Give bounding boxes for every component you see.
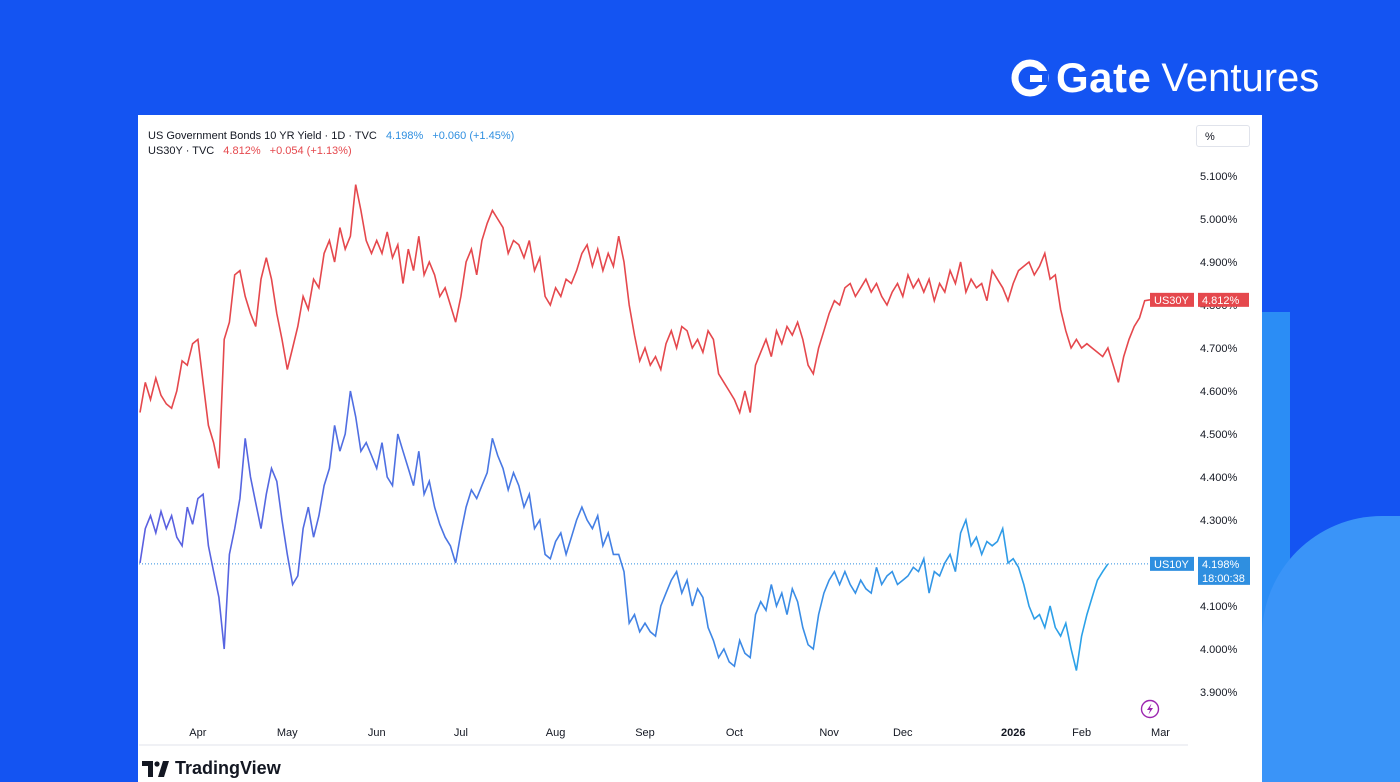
chart-legend: US Government Bonds 10 YR Yield · 1D · T… (148, 129, 514, 159)
y-axis: 5.100%5.000%4.900%4.800%4.700%4.600%4.50… (1200, 171, 1238, 699)
unit-selector[interactable]: % (1196, 125, 1250, 147)
x-tick-label: Nov (819, 727, 839, 739)
x-tick-label: Oct (726, 727, 743, 739)
us30y-last-value-label: US30Y 4.812% (1150, 292, 1249, 307)
x-tick-label: Sep (635, 727, 655, 739)
x-tick-label: May (277, 727, 298, 739)
y-tick-label: 4.600% (1200, 386, 1238, 398)
us10y-label-value: 4.198% (1202, 559, 1240, 571)
legend-us30y-value: 4.812% (223, 145, 261, 157)
x-tick-label: Dec (893, 727, 913, 739)
x-tick-label: Aug (546, 727, 566, 739)
y-tick-label: 3.900% (1200, 687, 1238, 699)
lightning-icon[interactable] (1140, 699, 1160, 719)
x-axis: Apr May Jun Jul Aug Sep Oct Nov Dec 2026 Feb Mar (189, 727, 1170, 739)
x-tick-label: Jul (454, 727, 468, 739)
tradingview-logo-icon (142, 760, 169, 777)
us30y-series-line[interactable] (139, 184, 1151, 469)
legend-row-us10y[interactable]: US Government Bonds 10 YR Yield · 1D · T… (148, 129, 514, 144)
y-tick-label: 4.000% (1200, 644, 1238, 656)
y-tick-label: 4.900% (1200, 257, 1238, 269)
y-tick-label: 4.100% (1200, 601, 1238, 613)
tradingview-name: TradingView (175, 758, 281, 778)
y-tick-label: 4.400% (1200, 472, 1238, 484)
x-tick-label: Apr (189, 727, 206, 739)
us30y-label-name: US30Y (1154, 295, 1190, 307)
tradingview-brand[interactable]: TradingView (142, 758, 281, 779)
us30y-label-value: 4.812% (1202, 295, 1240, 307)
legend-row-us30y[interactable]: US30Y · TVC 4.812% +0.054 (+1.13%) (148, 144, 514, 159)
gate-logo-icon (1011, 59, 1049, 97)
gate-ventures-brand: Gate Ventures (1010, 52, 1319, 104)
us10y-series-line[interactable] (139, 390, 1109, 671)
legend-us10y-change: +0.060 (+1.45%) (432, 130, 515, 142)
chart-panel: US Government Bonds 10 YR Yield · 1D · T… (138, 115, 1262, 782)
y-tick-label: 4.300% (1200, 515, 1238, 527)
x-tick-label: 2026 (1001, 727, 1025, 739)
x-tick-label: Mar (1151, 727, 1170, 739)
y-tick-label: 5.000% (1200, 214, 1238, 226)
y-tick-label: 5.100% (1200, 171, 1238, 183)
brand-name-gate: Gate (1056, 54, 1152, 101)
yield-chart: 5.100%5.000%4.900%4.800%4.700%4.600%4.50… (139, 171, 1250, 746)
us10y-last-value-label: US10Y 4.198% 18:00:38 (1150, 556, 1250, 585)
y-tick-label: 4.500% (1200, 429, 1238, 441)
legend-us30y-title: US30Y · TVC (148, 145, 215, 157)
legend-us10y-title: US Government Bonds 10 YR Yield · 1D · T… (148, 130, 377, 142)
x-tick-label: Jun (368, 727, 386, 739)
us10y-countdown: 18:00:38 (1202, 573, 1245, 585)
brand-name-ventures: Ventures (1161, 55, 1320, 100)
y-tick-label: 4.700% (1200, 343, 1238, 355)
us10y-label-name: US10Y (1154, 559, 1190, 571)
x-tick-label: Feb (1072, 727, 1091, 739)
legend-us10y-value: 4.198% (385, 130, 424, 142)
legend-us30y-change: +0.054 (+1.13%) (269, 145, 352, 157)
